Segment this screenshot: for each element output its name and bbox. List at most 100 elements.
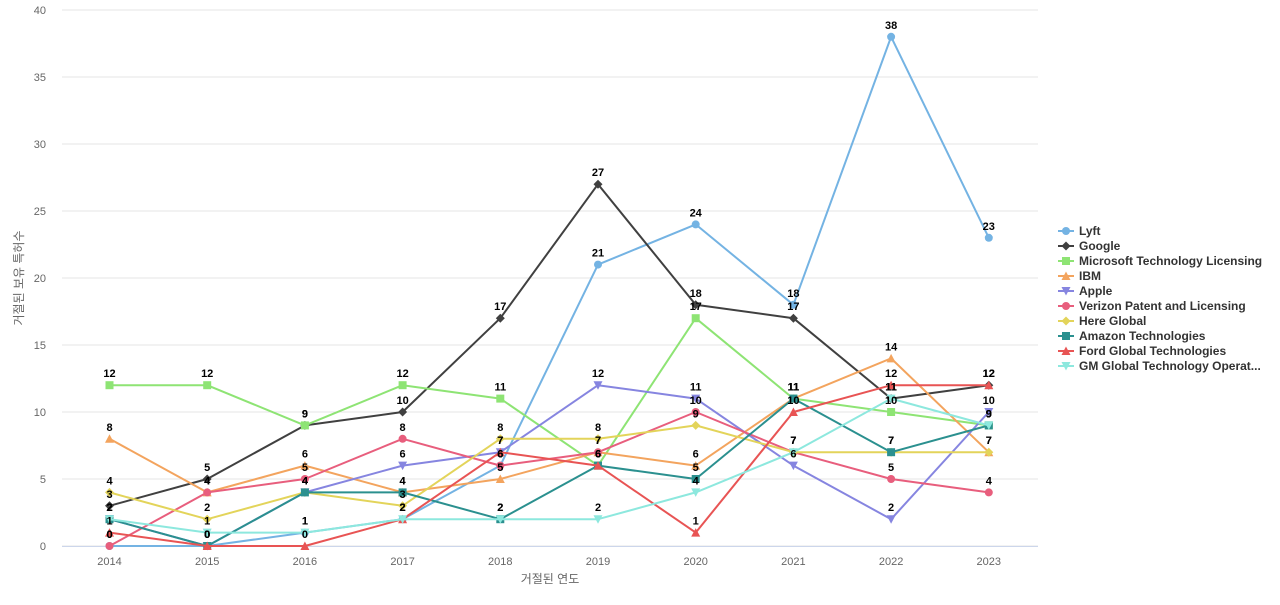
data-point <box>886 515 896 524</box>
legend-item[interactable]: Ford Global Technologies <box>1058 344 1226 358</box>
data-point <box>984 408 994 417</box>
grid <box>62 9 1038 547</box>
x-tick-label: 2014 <box>97 556 121 568</box>
legend-item[interactable]: Google <box>1058 239 1121 253</box>
data-point <box>300 488 309 497</box>
series-ibm[interactable] <box>105 353 994 497</box>
legend-item[interactable]: Lyft <box>1058 224 1101 238</box>
data-label: 12 <box>103 368 115 380</box>
data-point <box>984 233 993 242</box>
series-line[interactable] <box>109 317 989 467</box>
legend-marker <box>1061 287 1071 296</box>
data-label: 0 <box>204 529 210 541</box>
series-line[interactable] <box>109 397 990 547</box>
legend-label: IBM <box>1079 269 1101 283</box>
data-point <box>105 434 114 443</box>
legend-item[interactable]: IBM <box>1058 269 1101 283</box>
data-label: 2 <box>400 502 406 514</box>
data-point <box>594 260 602 269</box>
data-point <box>789 300 798 309</box>
series-line[interactable] <box>109 183 989 507</box>
data-label: 4 <box>204 475 211 487</box>
data-point <box>105 528 114 537</box>
legend-item[interactable]: Microsoft Technology Licensing <box>1058 254 1262 268</box>
series-lyft[interactable] <box>105 32 993 550</box>
data-label: 6 <box>302 449 308 461</box>
data-label: 14 <box>885 341 898 353</box>
y-axis-title: 거절된 보유 특허수 <box>12 231 26 326</box>
data-label: 2 <box>204 502 210 514</box>
data-label: 2 <box>106 502 112 514</box>
data-point <box>202 528 212 538</box>
y-tick-label: 15 <box>34 340 46 352</box>
data-label: 11 <box>885 382 897 394</box>
data-label: 1 <box>204 516 210 528</box>
legend-item[interactable]: Apple <box>1058 284 1113 298</box>
series-line[interactable] <box>109 357 990 494</box>
data-label: 5 <box>888 462 894 474</box>
series-line[interactable] <box>109 397 990 534</box>
data-label: 9 <box>693 408 699 420</box>
data-label: 10 <box>690 395 702 407</box>
data-point <box>984 421 994 430</box>
data-label: 10 <box>885 395 897 407</box>
data-label: 6 <box>595 449 601 461</box>
data-point <box>495 313 505 323</box>
legend-marker <box>1062 257 1070 265</box>
data-label: 21 <box>592 248 604 260</box>
data-label: 6 <box>497 449 503 461</box>
data-point <box>984 447 994 457</box>
data-point <box>496 394 505 403</box>
data-point <box>887 475 896 483</box>
data-label: 4 <box>400 475 407 487</box>
data-label: 11 <box>885 382 897 394</box>
y-tick-label: 10 <box>34 407 46 419</box>
data-label: 5 <box>302 462 308 474</box>
series-google[interactable] <box>105 179 994 511</box>
data-point <box>495 434 505 444</box>
series-line[interactable] <box>109 424 989 521</box>
data-label: 0 <box>204 529 210 541</box>
legend-marker <box>1061 362 1071 371</box>
x-tick-label: 2015 <box>195 556 219 568</box>
data-label: 4 <box>106 475 113 487</box>
data-label: 6 <box>595 449 601 461</box>
data-point <box>691 461 701 470</box>
legend-item[interactable]: Amazon Technologies <box>1058 329 1206 343</box>
data-point <box>887 408 896 416</box>
data-point <box>887 32 896 41</box>
data-point <box>593 381 603 390</box>
legend-marker <box>1062 302 1070 310</box>
data-point <box>398 434 407 443</box>
legend-label: Lyft <box>1079 224 1101 238</box>
data-label: 12 <box>592 368 604 380</box>
y-tick-label: 25 <box>34 206 46 218</box>
series-line[interactable] <box>109 35 990 547</box>
legend-item[interactable]: GM Global Technology Operat... <box>1058 359 1261 373</box>
data-label: 5 <box>204 462 210 474</box>
series-here-global[interactable] <box>105 420 994 524</box>
x-tick-label: 2022 <box>879 556 903 568</box>
legend-item[interactable]: Verizon Patent and Licensing <box>1058 299 1246 313</box>
data-point <box>984 380 994 390</box>
legend-label: Amazon Technologies <box>1079 329 1206 343</box>
y-tick-label: 35 <box>34 72 46 84</box>
x-tick-label: 2018 <box>488 556 512 568</box>
data-label: 7 <box>790 435 796 447</box>
data-point <box>887 448 896 457</box>
legend-label: Microsoft Technology Licensing <box>1079 254 1262 268</box>
series-gm-global-technology-operat[interactable] <box>105 394 994 538</box>
data-label: 5 <box>497 462 503 474</box>
legend-marker <box>1061 241 1071 251</box>
data-label: 12 <box>983 368 995 380</box>
data-label: 3 <box>106 489 112 501</box>
x-tick-label: 2017 <box>390 556 414 568</box>
series-line[interactable] <box>109 384 989 547</box>
data-point <box>691 220 700 229</box>
series-ford-global-technologies[interactable] <box>105 380 994 550</box>
series-microsoft-technology-licensing[interactable] <box>105 314 993 470</box>
legend-item[interactable]: Here Global <box>1058 314 1146 328</box>
legend-label: Google <box>1079 239 1121 253</box>
